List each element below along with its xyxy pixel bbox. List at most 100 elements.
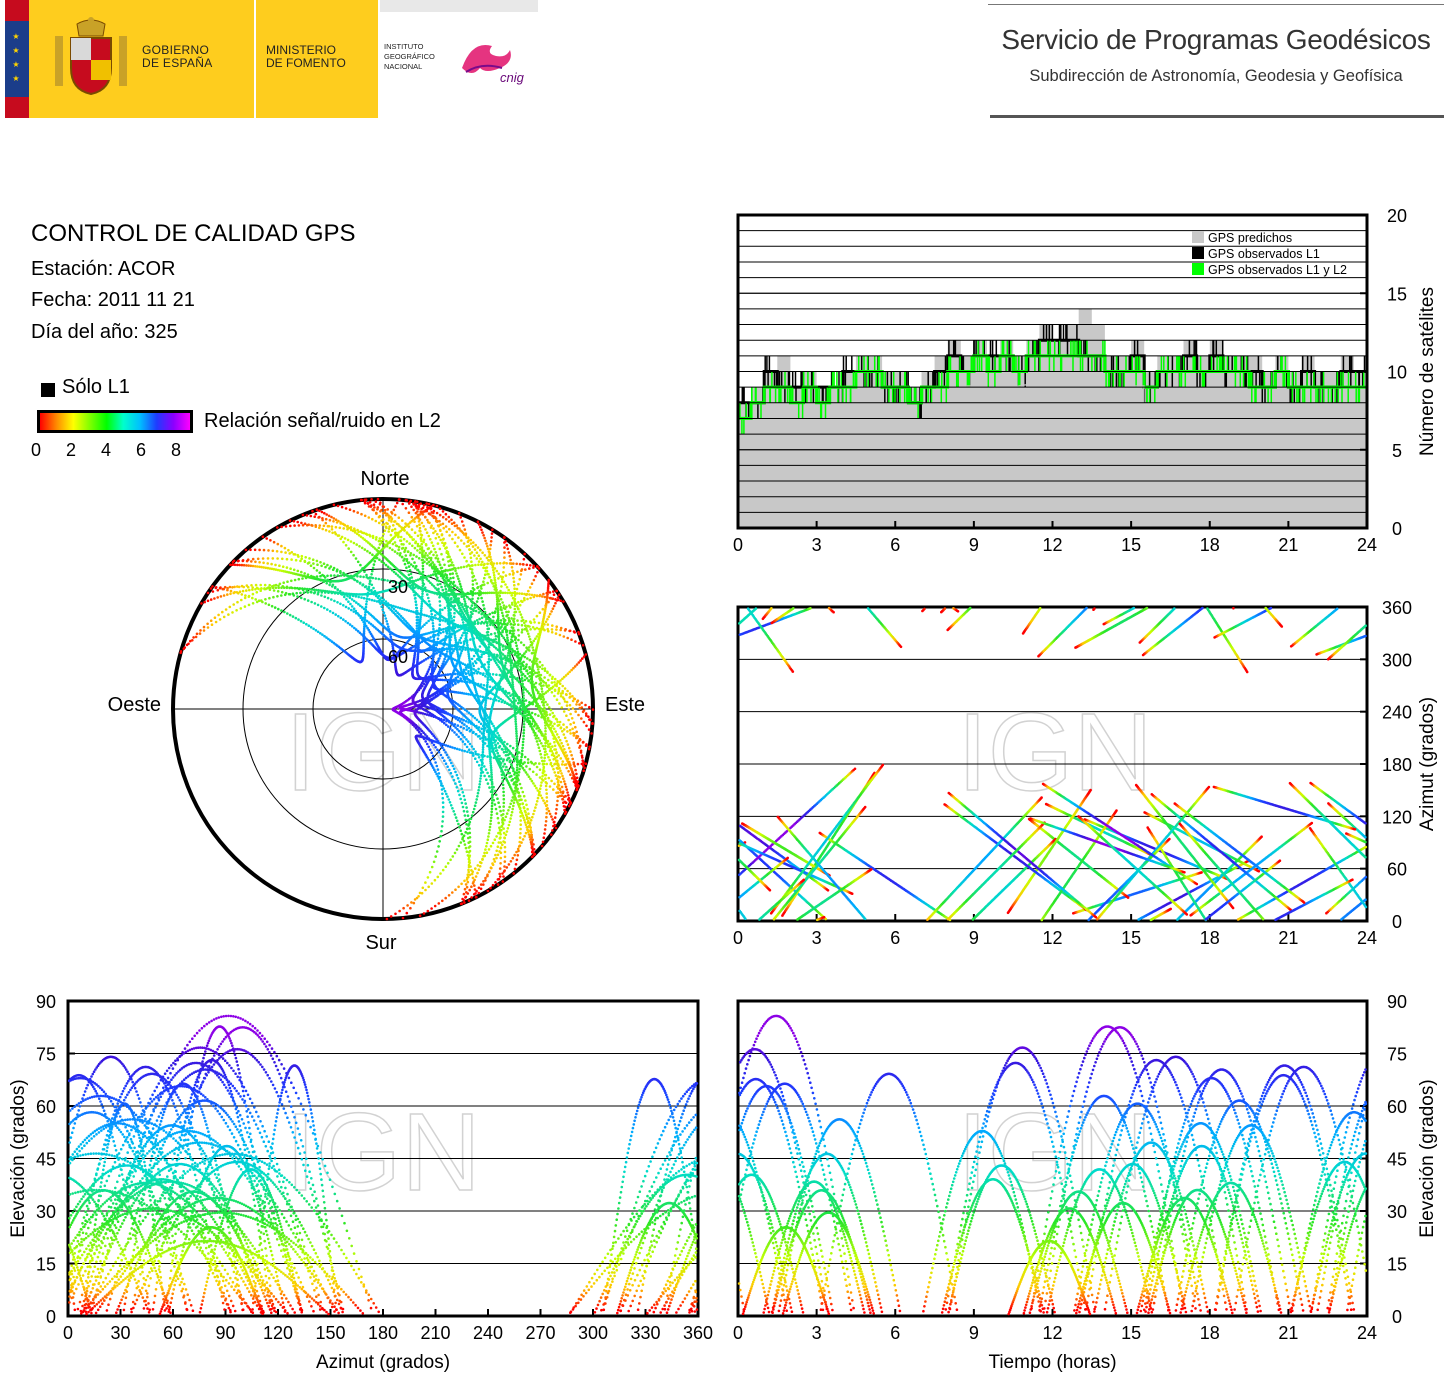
sky-track-point <box>375 500 378 503</box>
sky-track-point <box>424 528 427 531</box>
sky-track-point <box>488 829 491 832</box>
sky-track-point <box>345 598 348 601</box>
sky-track-point <box>388 525 391 528</box>
sky-track-point <box>380 605 383 608</box>
sky-track-point <box>525 771 528 774</box>
sky-track-point <box>570 669 573 672</box>
sky-track-point <box>330 574 333 577</box>
sky-track-point <box>466 641 469 644</box>
sky-track-point <box>442 631 445 634</box>
sky-track-point <box>551 691 554 694</box>
sky-track-point <box>454 747 457 750</box>
sky-track-point <box>351 605 354 608</box>
sky-track-point <box>514 709 517 712</box>
sky-track-point <box>350 540 353 543</box>
sky-track-point <box>554 678 557 681</box>
sky-track-point <box>465 847 468 850</box>
sky-track-point <box>444 790 447 793</box>
sky-track-point <box>522 661 525 664</box>
sky-track-point <box>436 765 439 768</box>
sky-track-point <box>430 613 433 616</box>
sky-track-point <box>434 905 437 908</box>
sky-track-point <box>315 629 318 632</box>
sky-track-point <box>559 634 562 637</box>
sky-track-point <box>552 590 555 593</box>
sky-track-point <box>556 800 559 803</box>
sky-track-point <box>380 578 383 581</box>
sky-track-point <box>432 512 435 515</box>
sky-track-point <box>430 507 433 510</box>
sky-track-point <box>457 641 460 644</box>
sky-track-point <box>523 599 526 602</box>
sky-track-point <box>478 868 481 871</box>
sky-track-point <box>184 646 187 649</box>
sky-track-point <box>507 589 510 592</box>
sky-track-point <box>552 737 555 740</box>
sky-track-point <box>483 765 486 768</box>
sky-track-point <box>196 633 199 636</box>
sky-track-point <box>272 550 275 553</box>
sky-track-point <box>494 838 497 841</box>
sky-track-point <box>445 793 448 796</box>
sky-track-point <box>382 598 385 601</box>
sky-track-point <box>381 524 384 527</box>
sky-track-point <box>529 628 532 631</box>
sky-track-point <box>550 610 553 613</box>
sky-track-point <box>496 594 499 597</box>
sky-track-point <box>503 581 506 584</box>
sky-track-point <box>476 606 479 609</box>
sky-track-point <box>442 538 445 541</box>
sky-track-point <box>528 710 531 713</box>
sky-track-point <box>523 795 526 798</box>
sky-track-point <box>510 594 513 597</box>
sky-track-point <box>530 819 533 822</box>
sky-track-point <box>497 854 500 857</box>
sky-track-point <box>308 557 311 560</box>
sky-track-point <box>349 508 352 511</box>
sky-track-point <box>482 696 485 699</box>
sky-track-point <box>436 612 439 615</box>
sky-track-point <box>374 557 377 560</box>
sky-track-point <box>582 711 585 714</box>
sky-track-point <box>244 594 247 597</box>
sky-track-point <box>421 613 424 616</box>
sky-track-point <box>474 750 477 753</box>
sky-track-point <box>528 701 531 704</box>
sky-track-point <box>436 512 439 515</box>
sky-track-point <box>484 675 487 678</box>
sky-track-point <box>495 835 498 838</box>
sky-track-point <box>532 782 535 785</box>
sky-track-point <box>472 541 475 544</box>
sky-track-point <box>502 637 505 640</box>
sky-track-point <box>494 585 497 588</box>
sky-track-point <box>231 586 234 589</box>
sky-track-point <box>432 755 435 758</box>
sky-track-point <box>582 761 585 764</box>
sky-track-point <box>551 818 554 821</box>
sky-track-point <box>374 560 377 563</box>
sky-track-point <box>397 548 400 551</box>
sky-track-point <box>370 498 373 501</box>
sky-track-point <box>432 622 435 625</box>
sky-track-point <box>511 648 514 651</box>
sky-track-point <box>423 504 426 507</box>
sky-track-point <box>245 549 248 552</box>
sky-track-point <box>506 634 509 637</box>
sky-track-point <box>536 766 539 769</box>
sky-track-point <box>436 850 439 853</box>
sky-track-point <box>501 576 504 579</box>
sky-track-point <box>416 607 419 610</box>
sky-track-point <box>486 557 489 560</box>
sky-track-point <box>362 583 365 586</box>
sky-track-point <box>448 894 451 897</box>
sky-track-point <box>525 666 528 669</box>
sky-track-point <box>437 660 440 663</box>
sky-track-point <box>305 577 308 580</box>
sky-track-point <box>328 567 331 570</box>
sky-track-point <box>387 625 390 628</box>
sky-track-point <box>494 860 497 863</box>
sky-track-point <box>364 515 367 518</box>
sky-track-point <box>525 670 528 673</box>
sky-track-point <box>477 520 480 523</box>
sky-track-point <box>507 827 510 830</box>
